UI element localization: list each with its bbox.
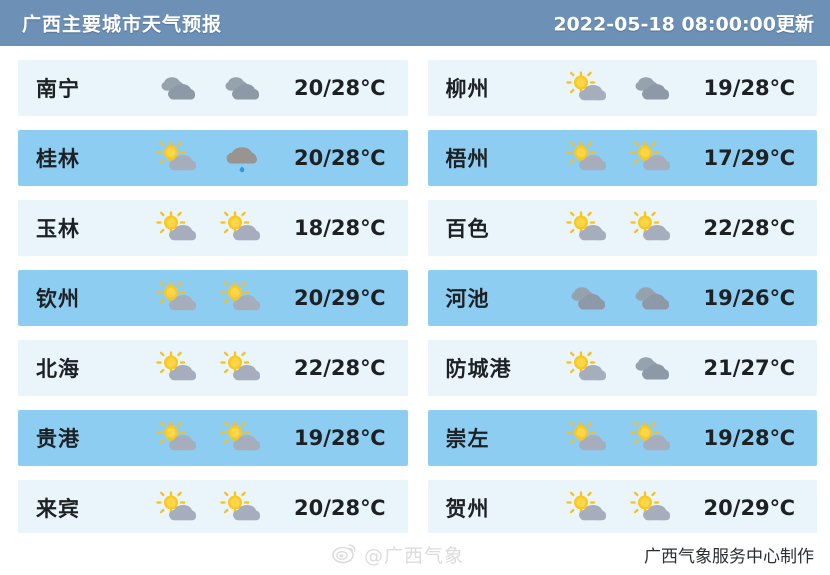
cloudy-icon <box>220 71 264 105</box>
weather-icon-pair <box>156 281 294 315</box>
temperature-range: 20/28℃ <box>294 496 386 520</box>
temperature-range: 19/28℃ <box>294 426 386 450</box>
sun-cloud-icon <box>629 141 674 175</box>
weibo-logo-icon <box>332 542 358 568</box>
city-row-崇左[interactable]: 崇左 19/28℃ <box>427 410 818 466</box>
sun-cloud-icon <box>629 491 674 525</box>
sun-cloud-icon <box>565 351 610 385</box>
temperature-range: 20/29℃ <box>294 286 386 310</box>
weather-icon-pair <box>565 71 704 105</box>
city-name: 北海 <box>36 357 80 381</box>
sun-cloud-icon <box>220 211 264 245</box>
temperature-range: 20/28℃ <box>294 146 386 170</box>
page-title: 广西主要城市天气预报 <box>22 13 223 36</box>
cloudy-icon <box>630 281 674 315</box>
update-timestamp: 2022-05-18 08:00:00更新 <box>553 10 814 37</box>
city-row-防城港[interactable]: 防城港 21/27℃ <box>427 340 818 396</box>
temperature-range: 21/27℃ <box>703 356 796 380</box>
cloudy-icon <box>566 281 610 315</box>
city-name: 玉林 <box>36 217 80 241</box>
sun-cloud-icon <box>156 281 200 315</box>
sun-cloud-icon <box>220 281 264 315</box>
sun-cloud-icon <box>220 491 264 525</box>
update-time-value: 2022-05-18 08:00:00 <box>553 13 776 36</box>
city-name: 贺州 <box>445 497 490 521</box>
city-row-南宁[interactable]: 南宁 20/28℃ <box>18 60 408 116</box>
temperature-range: 19/28℃ <box>703 76 796 100</box>
city-row-柳州[interactable]: 柳州 19/28℃ <box>427 60 818 116</box>
city-row-来宾[interactable]: 来宾 20/28℃ <box>18 480 408 536</box>
forecast-board: 南宁 20/28℃ 柳州 19/28℃ 桂林 20/28℃ 梧州 17/29℃ 玉林 18/28℃… <box>0 46 830 536</box>
sun-cloud-icon <box>565 211 610 245</box>
weather-icon-pair <box>565 141 704 175</box>
weather-icon-pair <box>156 351 294 385</box>
weibo-watermark: @广西气象 <box>332 541 464 568</box>
header-bar: 广西主要城市天气预报 2022-05-18 08:00:00更新 <box>0 0 830 46</box>
city-row-桂林[interactable]: 桂林 20/28℃ <box>18 130 408 186</box>
city-row-百色[interactable]: 百色 22/28℃ <box>427 200 818 256</box>
sun-cloud-icon <box>156 421 200 455</box>
city-row-河池[interactable]: 河池 19/26℃ <box>427 270 818 326</box>
sun-cloud-icon <box>220 421 264 455</box>
city-row-梧州[interactable]: 梧州 17/29℃ <box>427 130 818 186</box>
weather-icon-pair <box>565 211 704 245</box>
city-row-玉林[interactable]: 玉林 18/28℃ <box>18 200 408 256</box>
sun-cloud-icon <box>156 351 200 385</box>
update-label: 更新 <box>775 13 814 36</box>
city-name: 百色 <box>445 217 490 241</box>
temperature-range: 19/26℃ <box>703 286 796 310</box>
temperature-range: 19/28℃ <box>703 426 796 450</box>
weather-icon-pair <box>565 491 704 525</box>
city-row-北海[interactable]: 北海 22/28℃ <box>18 340 408 396</box>
footer-credit: 广西气象服务中心制作 <box>644 547 814 567</box>
city-row-贺州[interactable]: 贺州 20/29℃ <box>427 480 818 536</box>
weather-icon-pair <box>566 281 704 315</box>
city-name: 南宁 <box>36 77 80 101</box>
temperature-range: 22/28℃ <box>703 216 796 240</box>
city-name: 桂林 <box>36 147 80 171</box>
cloudy-icon <box>630 71 674 105</box>
temperature-range: 17/29℃ <box>703 146 796 170</box>
sun-cloud-icon <box>565 421 610 455</box>
city-name: 崇左 <box>445 427 490 451</box>
cloudy-icon <box>630 351 674 385</box>
weather-icon-pair <box>156 141 294 175</box>
temperature-range: 22/28℃ <box>294 356 386 380</box>
weather-icon-pair <box>156 71 294 105</box>
city-name: 梧州 <box>445 147 490 171</box>
city-row-钦州[interactable]: 钦州 20/29℃ <box>18 270 408 326</box>
temperature-range: 18/28℃ <box>294 216 386 240</box>
sun-cloud-icon <box>565 141 610 175</box>
sun-cloud-icon <box>156 491 200 525</box>
weibo-handle: @广西气象 <box>364 545 465 567</box>
sun-cloud-icon <box>156 211 200 245</box>
weather-icon-pair <box>565 351 704 385</box>
footer: @广西气象 广西气象服务中心制作 <box>0 533 830 575</box>
sun-cloud-icon <box>629 421 674 455</box>
city-grid: 南宁 20/28℃ 柳州 19/28℃ 桂林 20/28℃ 梧州 17/29℃ 玉林 18/28℃… <box>0 46 830 536</box>
city-name: 贵港 <box>36 427 80 451</box>
sun-cloud-icon <box>565 491 610 525</box>
city-name: 钦州 <box>36 287 80 311</box>
weather-icon-pair <box>156 211 294 245</box>
light-rain-icon <box>220 141 264 175</box>
weather-icon-pair <box>565 421 704 455</box>
temperature-range: 20/29℃ <box>703 496 796 520</box>
city-row-贵港[interactable]: 贵港 19/28℃ <box>18 410 408 466</box>
sun-cloud-icon <box>629 211 674 245</box>
city-name: 河池 <box>445 287 490 311</box>
city-name: 防城港 <box>445 357 512 381</box>
city-name: 柳州 <box>445 77 490 101</box>
weather-icon-pair <box>156 421 294 455</box>
sun-cloud-icon <box>565 71 610 105</box>
sun-cloud-icon <box>156 141 200 175</box>
weather-icon-pair <box>156 491 294 525</box>
city-name: 来宾 <box>36 497 80 521</box>
sun-cloud-icon <box>220 351 264 385</box>
temperature-range: 20/28℃ <box>294 76 386 100</box>
cloudy-icon <box>156 71 200 105</box>
